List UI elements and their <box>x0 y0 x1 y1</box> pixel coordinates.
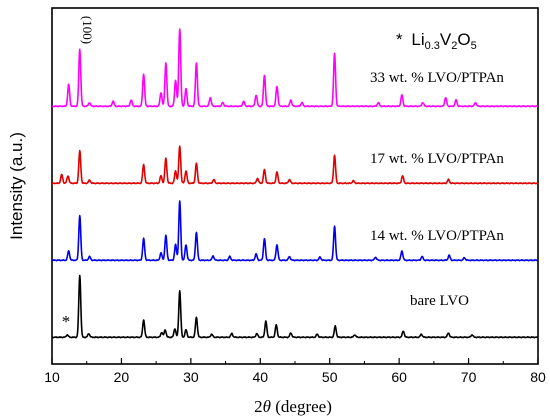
x-tick-label: 40 <box>252 369 268 385</box>
peak-100-label: (100) <box>80 16 95 44</box>
x-axis-label-theta: θ <box>263 397 271 416</box>
x-axis-label-prefix: 2 <box>254 397 263 416</box>
series-line <box>51 274 539 339</box>
x-tick-label: 70 <box>461 369 477 385</box>
formula-star: * <box>396 30 403 49</box>
series-layer <box>51 28 539 339</box>
formula-li-sub: 0.3 <box>425 40 440 52</box>
x-axis-label-suffix: (degree) <box>271 397 332 416</box>
x-tick-label: 10 <box>44 369 60 385</box>
x-tick-label: 20 <box>114 369 130 385</box>
x-tick-label: 50 <box>322 369 338 385</box>
plot-frame <box>51 7 539 365</box>
x-tick-label: 80 <box>530 369 546 385</box>
series-label-bare: bare LVO <box>410 293 469 309</box>
y-axis-label: Intensity (a.u.) <box>7 132 26 240</box>
x-tick-label: 30 <box>183 369 199 385</box>
series-label-14: 14 wt. % LVO/PTPAn <box>370 228 504 244</box>
formula-o: O <box>457 30 470 49</box>
x-tick-label: 60 <box>391 369 407 385</box>
formula-li: Li <box>411 30 424 49</box>
x-axis-label: 2θ (degree) <box>254 397 332 416</box>
series-line <box>51 145 539 185</box>
formula-legend: * Li0.3V2O5 <box>396 30 477 52</box>
impurity-star-marker: * <box>62 312 71 331</box>
formula-v-sub: 2 <box>451 40 457 52</box>
x-tick-layer: 10 20 30 40 50 60 70 80 <box>44 358 546 385</box>
series-label-33: 33 wt. % LVO/PTPAn <box>370 70 504 86</box>
series-line <box>51 28 539 108</box>
formula-o-sub: 5 <box>471 40 477 52</box>
formula-v: V <box>440 30 452 49</box>
series-label-17: 17 wt. % LVO/PTPAn <box>370 151 504 167</box>
series-line <box>51 200 539 262</box>
